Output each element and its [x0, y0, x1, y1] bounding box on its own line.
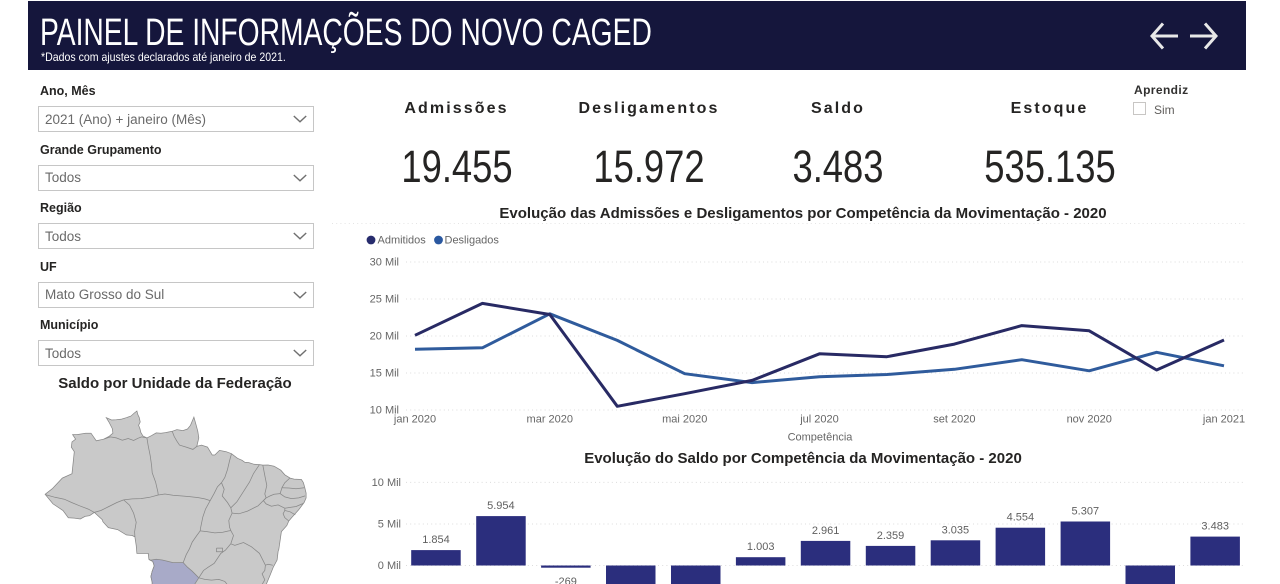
- svg-text:nov 2020: nov 2020: [1067, 414, 1112, 426]
- svg-text:2.961: 2.961: [812, 525, 840, 537]
- svg-text:Competência: Competência: [788, 432, 854, 444]
- svg-text:5.307: 5.307: [1072, 506, 1100, 518]
- svg-text:-269: -269: [555, 576, 577, 584]
- svg-text:10 Mil: 10 Mil: [370, 405, 399, 417]
- svg-text:jan 2020: jan 2020: [393, 414, 436, 426]
- svg-text:10 Mil: 10 Mil: [372, 477, 401, 489]
- svg-text:jul 2020: jul 2020: [799, 414, 839, 426]
- svg-text:1.003: 1.003: [747, 541, 775, 553]
- svg-text:Evolução do Saldo por Competên: Evolução do Saldo por Competência da Mov…: [584, 450, 1022, 467]
- svg-text:20 Mil: 20 Mil: [370, 331, 399, 343]
- svg-text:15 Mil: 15 Mil: [370, 368, 399, 380]
- svg-text:2.359: 2.359: [877, 530, 905, 542]
- svg-text:0 Mil: 0 Mil: [378, 560, 401, 572]
- svg-text:mar 2020: mar 2020: [527, 414, 573, 426]
- svg-text:Desligados: Desligados: [445, 235, 500, 247]
- svg-text:Admitidos: Admitidos: [378, 235, 427, 247]
- svg-text:5.954: 5.954: [487, 500, 515, 512]
- svg-text:3.035: 3.035: [942, 524, 970, 536]
- svg-text:3.483: 3.483: [1201, 521, 1229, 533]
- svg-text:mai 2020: mai 2020: [662, 414, 707, 426]
- svg-text:30 Mil: 30 Mil: [370, 257, 399, 269]
- svg-text:Evolução das Admissões e Desli: Evolução das Admissões e Desligamentos p…: [499, 205, 1106, 222]
- svg-text:25 Mil: 25 Mil: [370, 294, 399, 306]
- svg-text:set 2020: set 2020: [933, 414, 975, 426]
- svg-text:1.854: 1.854: [422, 534, 450, 546]
- svg-text:jan 2021: jan 2021: [1202, 414, 1245, 426]
- svg-text:5 Mil: 5 Mil: [378, 519, 401, 531]
- svg-text:4.554: 4.554: [1007, 512, 1035, 524]
